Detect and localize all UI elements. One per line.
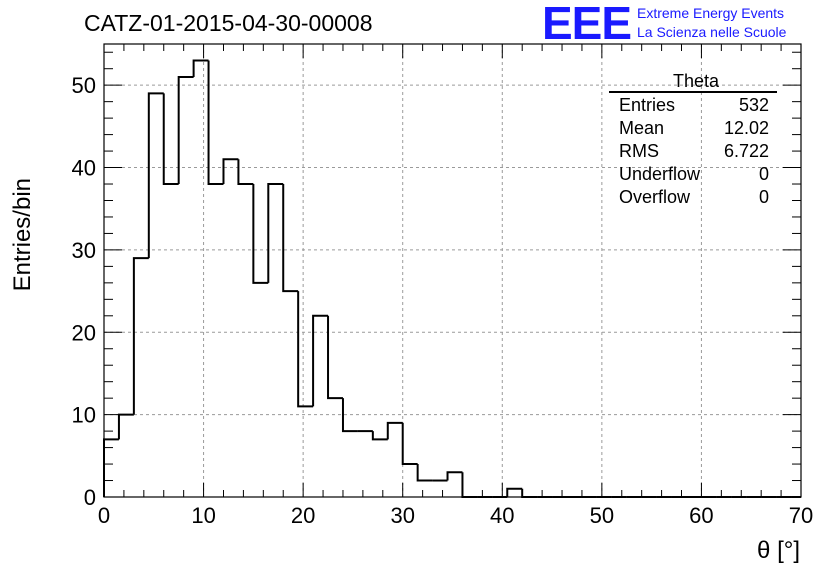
axis-ticks: [103, 44, 802, 498]
y-tick-label: 0: [84, 485, 96, 510]
stats-value: 0: [758, 187, 769, 207]
stats-value: 532: [738, 95, 769, 115]
stats-box-title: Theta: [672, 71, 720, 91]
histogram-bin: [416, 464, 433, 482]
stats-row: RMS 6.722: [609, 140, 777, 163]
x-axis-label: θ [°]: [757, 537, 800, 564]
chart-title: CATZ-01-2015-04-30-00008: [84, 10, 373, 36]
x-tick-label: 0: [98, 503, 110, 528]
logo-caption-line1: Extreme Energy Events: [637, 5, 785, 21]
histogram-bin: [521, 488, 538, 498]
histogram-bin: [401, 422, 418, 466]
histogram-bin: [117, 413, 134, 440]
histogram-bin: [237, 159, 254, 186]
y-axis-label: Entries/bin: [9, 178, 36, 291]
stats-row: Mean 12.02: [609, 117, 777, 140]
histogram-bin: [162, 93, 179, 186]
histogram-bin: [267, 183, 284, 283]
x-tick-label: 30: [390, 503, 414, 528]
stats-label: Mean: [619, 118, 665, 138]
histogram-bin: [222, 158, 239, 185]
stats-row: Entries 532: [609, 94, 777, 117]
grid-lines: [104, 44, 801, 497]
y-tick-label: 40: [72, 156, 96, 181]
stats-row: Overflow 0: [609, 186, 777, 209]
stats-label: Overflow: [619, 187, 691, 207]
y-tick-label: 50: [72, 73, 96, 98]
histogram-bin: [312, 314, 329, 407]
stats-value: 12.02: [723, 118, 769, 138]
stats-box-rule: [609, 91, 777, 93]
histogram-bin: [461, 472, 478, 498]
histogram-bin: [446, 471, 463, 481]
eee-logo: EEE: [542, 0, 632, 49]
histogram-bin: [252, 184, 269, 284]
stats-label: Entries: [619, 95, 676, 115]
histogram-bin: [177, 75, 194, 185]
stats-label: Underflow: [619, 164, 701, 184]
histogram-bin: [327, 315, 343, 400]
x-tick-label: 60: [689, 503, 713, 528]
stats-box: Theta Entries 532 Mean 12.02 RMS 6.722 Underfl…: [609, 71, 777, 209]
histogram-bin: [386, 421, 403, 440]
y-tick-labels: 0 10 20 30 40 50: [72, 73, 96, 510]
stats-label: RMS: [619, 141, 659, 161]
x-tick-label: 70: [789, 503, 813, 528]
x-tick-labels: 0 10 20 30 40 50 60 70: [98, 503, 813, 528]
x-tick-label: 20: [291, 503, 315, 528]
histogram-bin: [207, 60, 224, 186]
x-tick-label: 50: [590, 503, 614, 528]
histogram-bin: [192, 59, 209, 77]
logo-caption: Extreme Energy Events La Scienza nelle S…: [637, 4, 786, 42]
histogram-bin: [132, 257, 149, 415]
x-tick-label: 10: [191, 503, 215, 528]
stats-value: 0: [758, 164, 769, 184]
histogram-bin: [506, 487, 523, 497]
histogram-bin: [147, 92, 164, 259]
plot-frame: [103, 43, 802, 498]
logo-caption-line2: La Scienza nelle Scuole: [637, 24, 787, 40]
y-tick-label: 30: [72, 238, 96, 263]
x-tick-label: 40: [490, 503, 514, 528]
y-tick-label: 20: [72, 320, 96, 345]
stats-row: Underflow 0: [609, 163, 777, 186]
histogram-bin: [282, 184, 299, 293]
histogram-bin: [341, 398, 358, 433]
y-tick-label: 10: [72, 403, 96, 428]
stats-value: 6.722: [723, 141, 769, 161]
histogram-bin: [297, 291, 314, 408]
histogram-bin: [371, 431, 388, 441]
